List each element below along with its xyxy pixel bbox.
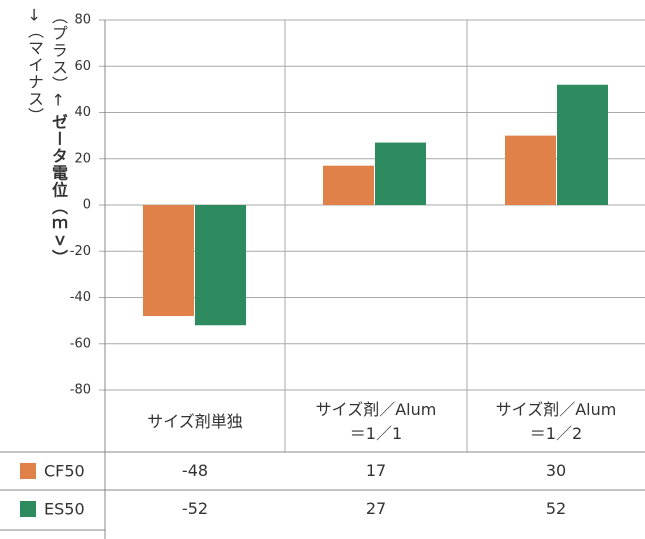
y-axis-label: （プラス）← ゼータ電位（ｍｖ） →（マイナス）: [22, 8, 70, 388]
y-tick-label: 80: [74, 13, 91, 28]
y-tick-label: 60: [74, 59, 91, 74]
y-tick-label: 40: [74, 105, 91, 120]
y-tick-label: 20: [74, 151, 91, 166]
legend-swatch: [20, 463, 36, 479]
legend-label: CF50: [44, 462, 85, 481]
table-value: -48: [181, 461, 209, 480]
x-tick-label: サイズ剤単独: [147, 412, 243, 431]
y-label-top: （プラス）←: [49, 8, 68, 108]
y-tick-label: -40: [70, 290, 91, 305]
bar: [505, 135, 556, 205]
y-label-bottom: →（マイナス）: [25, 8, 44, 125]
x-tick-label: サイズ剤／Alum ＝1／1: [315, 400, 437, 443]
y-tick-label: -20: [70, 244, 91, 259]
y-label: ゼータ電位（ｍｖ）: [49, 113, 68, 267]
bar: [375, 142, 426, 205]
bar: [143, 205, 194, 316]
table-value: 52: [545, 499, 567, 518]
bar: [557, 84, 608, 205]
table-value: 30: [545, 461, 567, 480]
bar: [323, 165, 374, 205]
table-value: -52: [181, 499, 209, 518]
table-value: 27: [365, 499, 387, 518]
y-tick-label: -80: [70, 383, 91, 398]
bar: [195, 205, 246, 326]
legend-label: ES50: [44, 500, 85, 519]
y-tick-label: -60: [70, 336, 91, 351]
y-tick-label: 0: [83, 198, 91, 213]
x-tick-label: サイズ剤／Alum ＝1／2: [495, 400, 617, 443]
legend-swatch: [20, 501, 36, 517]
table-value: 17: [365, 461, 387, 480]
